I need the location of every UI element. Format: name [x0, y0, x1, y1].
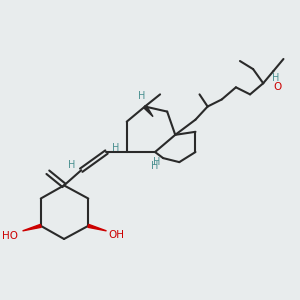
- Text: H: H: [112, 143, 119, 153]
- Text: OH: OH: [109, 230, 124, 240]
- Text: H: H: [151, 161, 159, 171]
- Text: HO: HO: [2, 231, 18, 241]
- Polygon shape: [88, 224, 106, 231]
- Text: H: H: [153, 157, 161, 167]
- Polygon shape: [22, 224, 41, 231]
- Text: H: H: [272, 73, 279, 83]
- Text: O: O: [273, 82, 281, 92]
- Polygon shape: [143, 105, 153, 117]
- Text: H: H: [138, 92, 146, 101]
- Text: H: H: [68, 160, 76, 170]
